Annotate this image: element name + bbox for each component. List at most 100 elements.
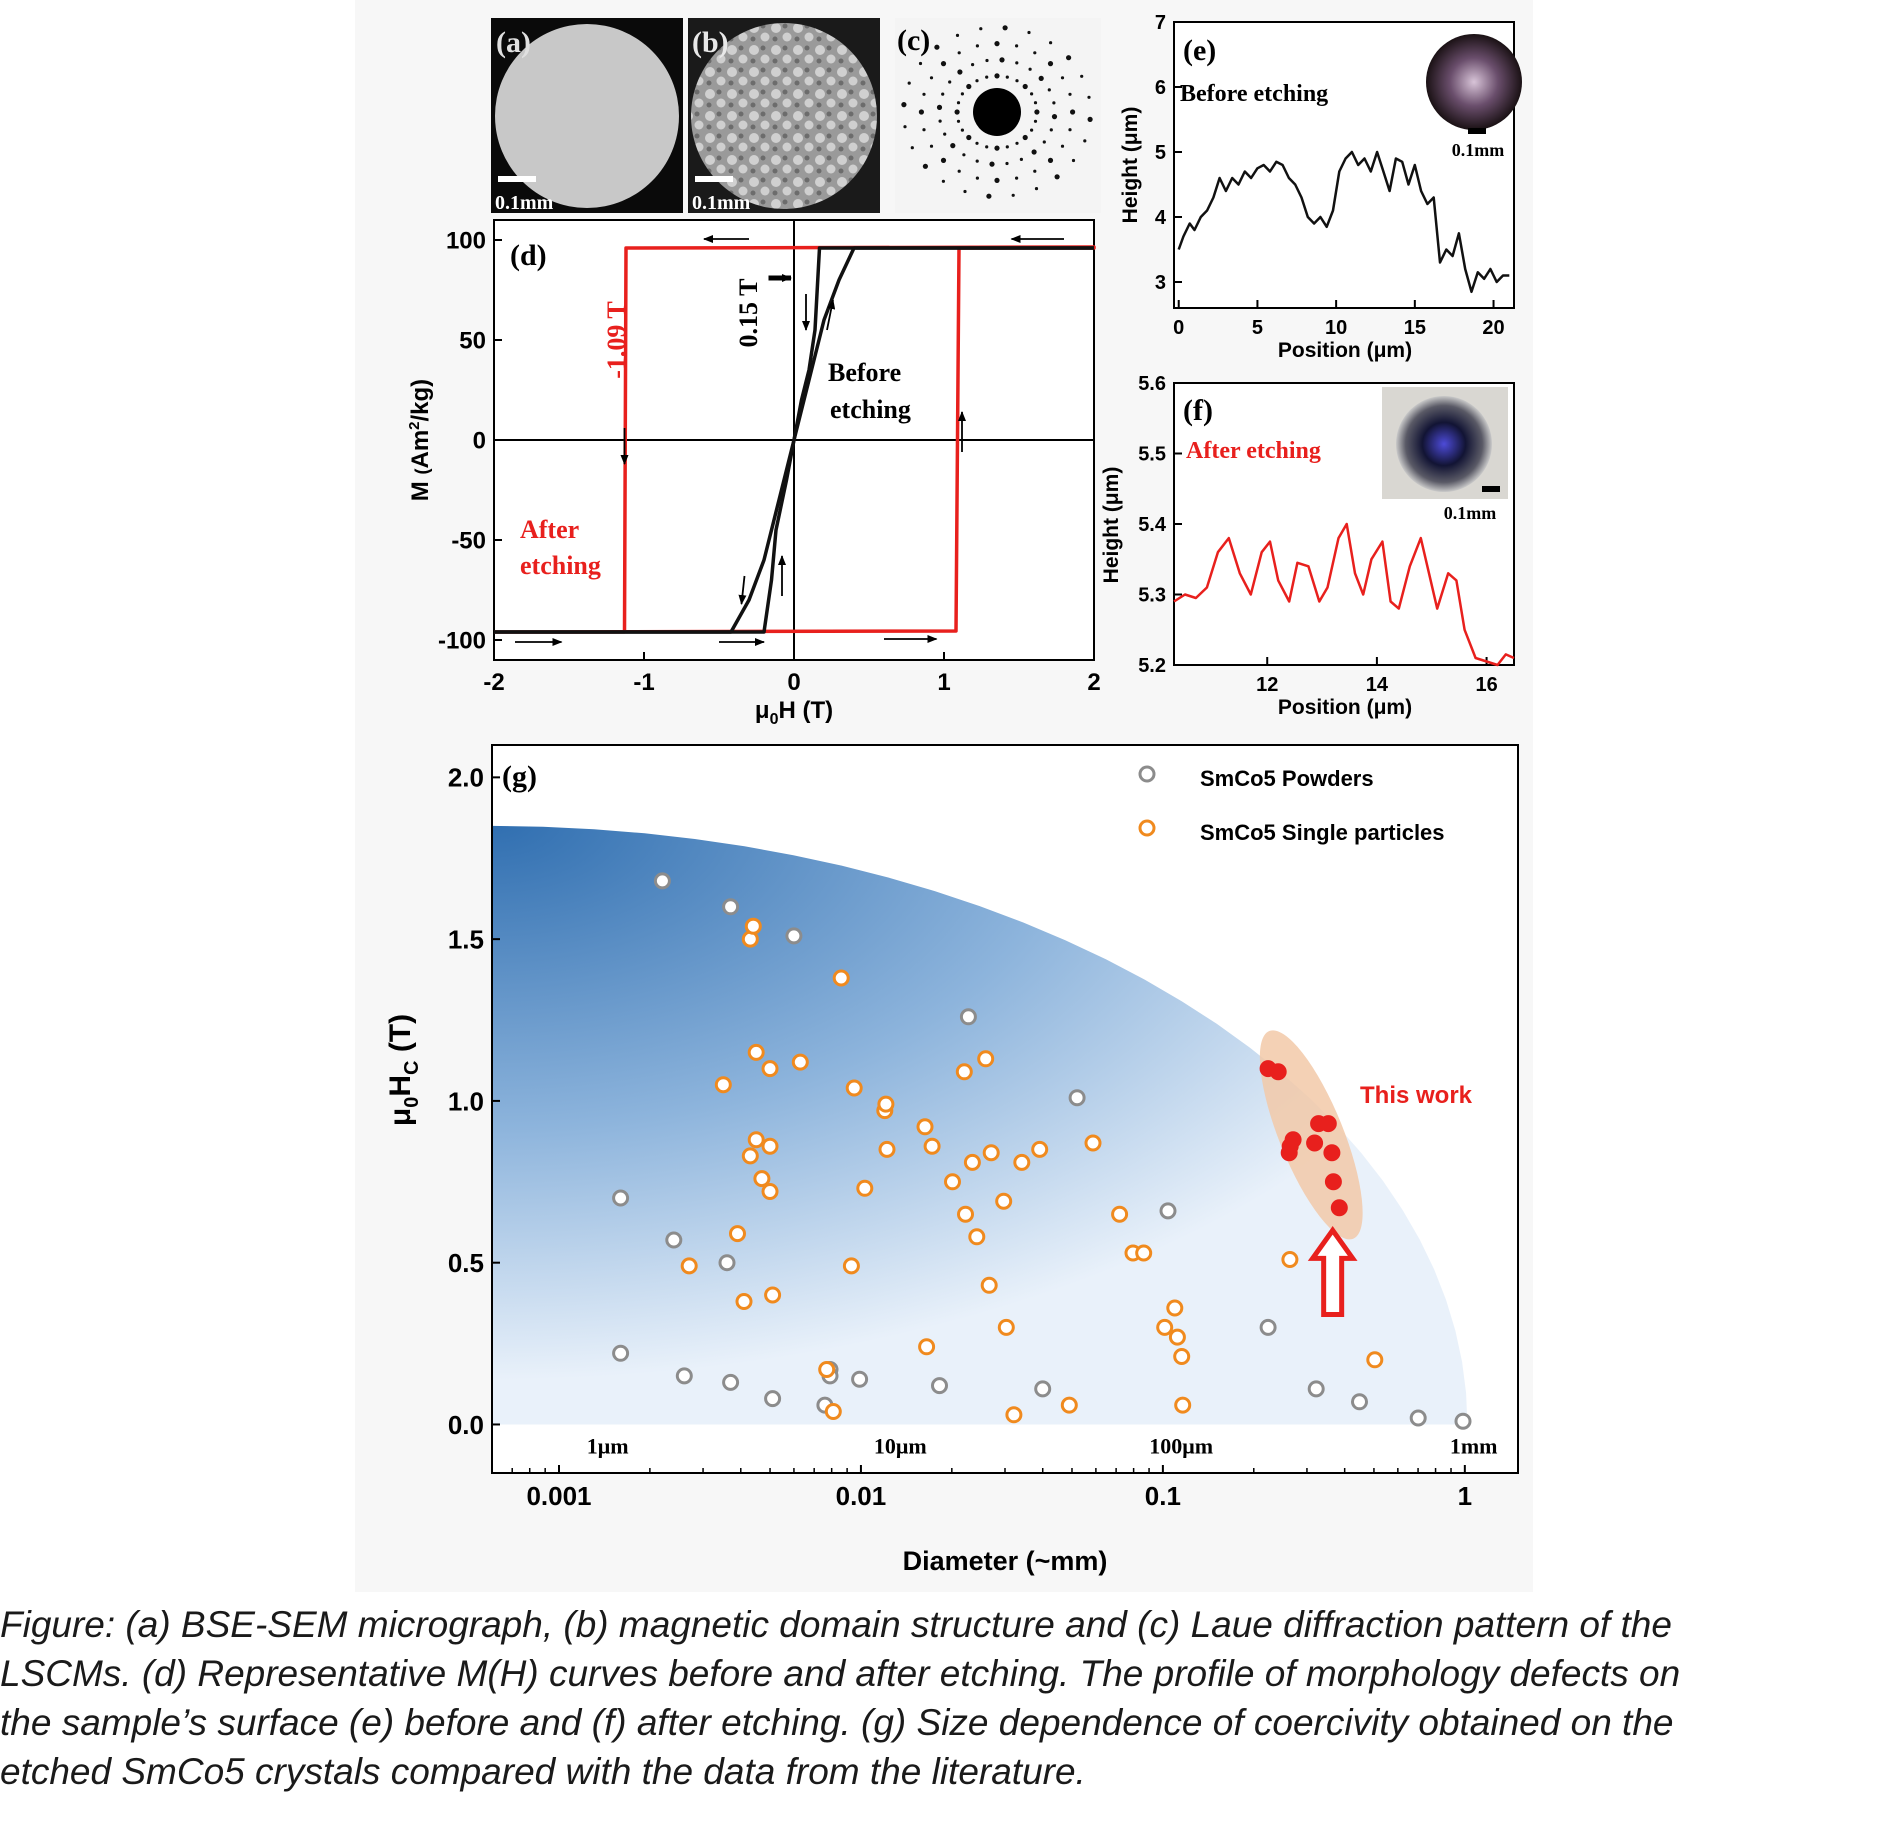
y-tick-label: 5.5 [1138,444,1166,466]
laue-spot [936,104,943,110]
laue-spot [1033,51,1037,55]
data-point-single-particles [957,1205,974,1223]
data-point-single-particles [1135,1244,1153,1262]
laue-spot [901,102,907,108]
laue-spot [1022,83,1028,90]
chart-g: 0.001 0.01 0.1 1 0.0 0.5 1.0 1.5 2.0 1μm 10μm 100μm… [384,744,1519,1576]
laue-spot [1033,169,1037,173]
data-point-single-particles [916,1118,934,1136]
laue-spot [1047,88,1051,92]
laue-spot [1054,174,1060,180]
data-point-single-particles [1366,1351,1384,1369]
y-tick-label: 4 [1155,207,1167,229]
data-point-single-particles [955,1063,973,1081]
laue-spot [1011,193,1015,197]
y-axis-title: M (Am2/kg) [406,379,434,501]
series-before-etching-down [494,246,1094,634]
laue-spot [940,61,947,67]
laue-spot [971,63,975,67]
laue-spot [1015,61,1019,65]
laue-spot [962,153,966,157]
y-tick-label: 0.5 [448,1248,484,1278]
data-point-single-particles [1281,1251,1299,1268]
x-tick-label: 5 [1252,317,1263,339]
laue-spot [1034,109,1040,115]
laue-spot [994,145,1000,151]
panel-a: (a) 0.1mm [491,18,683,214]
laue-spot [957,169,961,173]
laue-spot [975,159,979,163]
panel-label: (g) [502,760,537,793]
panel-b-label: (b) [692,26,729,59]
legend-marker-single [1138,819,1156,837]
y-tick-label: -100 [438,628,486,655]
direction-arrow [738,575,747,605]
data-point-single-particles [832,969,850,987]
y-tick-label: -50 [451,528,486,555]
direction-arrow [826,299,836,331]
laue-spot [929,144,934,148]
data-point-single-particles [878,1140,896,1158]
data-point-single-particles [680,1257,698,1275]
data-point-powders [1409,1409,1427,1427]
laue-spot [979,27,983,31]
x-tick-label: 1 [937,669,950,696]
laue-spot [955,33,960,38]
data-point-single-particles [1031,1140,1049,1158]
laue-spot [994,73,1000,79]
laue-spot [1015,141,1019,145]
laue-spot [1066,55,1072,61]
x-tick-label: 0.1 [1145,1481,1181,1511]
laue-spot [1087,116,1093,122]
laue-spot [975,176,980,180]
data-point-single-particles [1156,1318,1174,1336]
laue-spot [1080,74,1084,78]
laue-spots [901,25,1093,199]
laue-spot [963,189,967,194]
x-axis-title: Position (μm) [1278,339,1412,362]
laue-spot [954,109,960,115]
laue-spot [1087,95,1091,99]
annotation-before-2: etching [830,395,911,424]
y-tick-label: 7 [1155,12,1166,34]
x-tick-label: 0 [787,669,800,696]
laue-spot [943,132,947,136]
laue-spot [1005,161,1009,166]
data-point-single-particles [764,1286,782,1304]
laue-beam-stop [973,88,1021,136]
laue-spot [957,51,961,55]
size-label: 10μm [874,1434,927,1459]
y-tick-label: 50 [459,328,486,355]
data-point-powders [675,1367,693,1385]
laue-spot [940,157,947,163]
data-point-single-particles [968,1228,986,1246]
laue-spot [1071,158,1076,163]
laue-spot [922,92,926,96]
laue-spot [941,92,945,96]
data-point-this-work [1306,1134,1324,1152]
laue-spot [934,44,940,50]
x-axis-title: Position (μm) [1278,696,1412,719]
data-point-single-particles [845,1079,863,1097]
y-tick-label: 1.0 [448,1086,484,1116]
laue-spot [1052,101,1056,105]
data-point-powders [1454,1412,1472,1430]
data-point-single-particles [729,1225,746,1243]
annotation-after-2: etching [520,551,601,580]
series [1177,150,1510,294]
laue-spot [1015,176,1019,180]
data-point-single-particles [1166,1299,1184,1317]
panel-b: (b) 0.1mm [688,18,880,214]
data-point-single-particles [747,1043,765,1061]
panel-label: (e) [1183,34,1216,67]
laue-spot [907,81,911,85]
panel-label: (f) [1183,394,1213,427]
data-point-single-particles [735,1293,753,1310]
laue-spot [922,163,929,169]
annotation-black-field: 0.15 T [734,279,763,348]
laue-spot [956,101,961,105]
data-point-powders [1307,1380,1325,1398]
scale-label: 0.1mm [1444,503,1497,523]
x-tick-label: 1 [1458,1481,1472,1511]
y-tick-label: 5.6 [1138,373,1166,395]
